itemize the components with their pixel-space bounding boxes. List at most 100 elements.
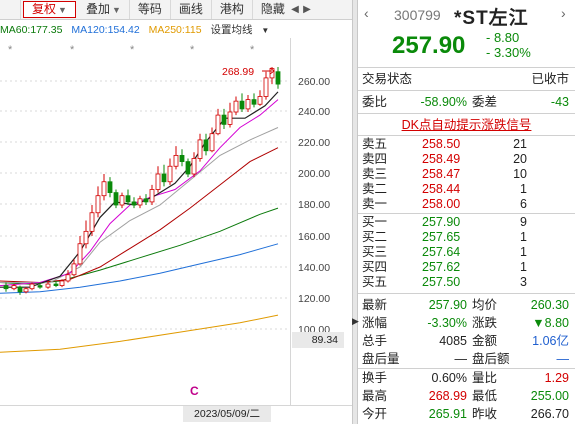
stat-value: 265.91: [428, 407, 467, 421]
ask-qty: 10: [513, 167, 527, 181]
candle-body: [71, 263, 77, 276]
ask-row[interactable]: 卖二 258.44 1: [358, 182, 575, 197]
stat-value: 1.29: [544, 371, 569, 385]
dk-signal-link[interactable]: DK点自动提示涨跌信号: [401, 118, 532, 132]
price-change: - 8.80 - 3.30%: [486, 30, 531, 60]
bid-row[interactable]: 买四 257.62 1: [358, 260, 575, 275]
stat-label: 涨跌: [472, 316, 498, 330]
fuquan-button[interactable]: 复权 ▼: [23, 1, 76, 18]
weibi-value: -58.90%: [420, 95, 467, 109]
star-mark: *: [190, 44, 195, 56]
chevron-down-icon: ▼: [111, 5, 121, 15]
dengma-button[interactable]: 等码: [130, 0, 171, 19]
ask-price: 258.49: [422, 152, 461, 166]
stat-label: 今开: [362, 407, 388, 421]
ask-level: 卖二: [362, 182, 388, 196]
y-tick: 200.00: [298, 168, 331, 180]
collapse-arrow-icon[interactable]: ▶: [352, 316, 359, 326]
ask-row[interactable]: 卖五 258.50 21: [358, 137, 575, 152]
stat-label: 最新: [362, 298, 388, 312]
status-value: 已收市: [531, 72, 569, 86]
stats-row: 换手 0.60% 量比 1.29: [358, 369, 575, 387]
ask-qty: 1: [520, 182, 527, 196]
bid-qty: 1: [520, 245, 527, 259]
panel-splitter[interactable]: ▶: [352, 0, 359, 424]
yincang-button[interactable]: 隐藏: [260, 2, 285, 16]
divider: [358, 90, 575, 91]
ma-legend: MA60:177.35 MA120:154.42 MA250:115 设置均线 …: [0, 22, 352, 38]
ma60-line: [0, 207, 279, 285]
bid-row[interactable]: 买五 257.50 3: [358, 275, 575, 290]
candle-body: [227, 111, 233, 125]
stock-code: 300799: [394, 7, 441, 23]
candle-body: [179, 155, 185, 163]
candle-body: [119, 195, 125, 206]
stats-row: 涨幅 -3.30% 涨跌 ▼8.80: [358, 314, 575, 332]
ask-level: 卖一: [362, 197, 388, 211]
event-marker[interactable]: C: [190, 384, 199, 398]
kline-chart[interactable]: 268.99: [0, 38, 350, 406]
chevron-down-icon: ▼: [261, 26, 270, 35]
candle-body: [11, 285, 17, 290]
ma5-line: [0, 91, 279, 288]
ma250-value: MA250:115: [148, 24, 202, 36]
bid-row[interactable]: 买三 257.64 1: [358, 245, 575, 260]
candle-body: [125, 195, 131, 203]
bid-price: 257.65: [422, 230, 461, 244]
candle-body: [239, 100, 245, 110]
candle-body: [143, 198, 149, 203]
candle-body: [89, 212, 95, 232]
candle-body: [113, 192, 119, 206]
ask-row[interactable]: 卖四 258.49 20: [358, 152, 575, 167]
stats-row: 最新 257.90 均价 260.30: [358, 296, 575, 314]
stat-label: 总手: [362, 334, 388, 348]
candle-body: [45, 283, 51, 288]
next-stock-icon[interactable]: ›: [561, 5, 566, 21]
candle-body: [191, 158, 197, 175]
ask-row[interactable]: 卖三 258.47 10: [358, 167, 575, 182]
stats-row: 总手 4085 金额 1.06亿: [358, 332, 575, 350]
ma-settings-button[interactable]: 设置均线 ▼: [210, 24, 275, 36]
huaxian-button[interactable]: 画线: [171, 0, 212, 19]
chevron-left-icon[interactable]: ◀: [291, 4, 299, 15]
bid-row[interactable]: 买一 257.90 9: [358, 215, 575, 230]
ask-level: 卖五: [362, 137, 388, 151]
candle-body: [167, 165, 173, 183]
diejia-button[interactable]: 叠加 ▼: [78, 0, 130, 19]
candle-body: [269, 68, 275, 79]
bid-qty: 1: [520, 260, 527, 274]
toolbar-empty-slot: [0, 0, 21, 19]
y-tick: 180.00: [298, 199, 331, 211]
stat-value: 268.99: [428, 389, 467, 403]
diejia-label: 叠加: [85, 2, 110, 16]
x-axis-line: [0, 405, 352, 406]
candle-body: [101, 181, 107, 197]
chevron-right-icon[interactable]: ▶: [303, 4, 311, 15]
stock-name: *ST左江: [454, 8, 529, 29]
candle-body: [83, 230, 89, 245]
y-tick: 260.00: [298, 76, 331, 88]
ma-settings-label: 设置均线: [210, 24, 253, 36]
bid-level: 买四: [362, 260, 388, 274]
candle-body: [263, 77, 269, 97]
ganggou-button[interactable]: 港构: [212, 0, 253, 19]
stat-label: 盘后量: [362, 352, 400, 366]
candle-body: [203, 139, 209, 152]
ask-row[interactable]: 卖一 258.00 6: [358, 197, 575, 212]
bid-row[interactable]: 买二 257.65 1: [358, 230, 575, 245]
prev-stock-icon[interactable]: ‹: [364, 5, 369, 21]
bid-price: 257.90: [422, 215, 461, 229]
candle-body: [17, 286, 23, 293]
stat-value: 1.06亿: [532, 334, 569, 348]
y-axis-separator: [290, 38, 291, 406]
candle-body: [161, 173, 167, 183]
star-mark: *: [250, 44, 255, 56]
candle-body: [221, 114, 227, 125]
toolbar-scroll: ◀ ▶: [289, 4, 313, 15]
stat-value: —: [454, 352, 468, 366]
ask-price: 258.47: [422, 167, 461, 181]
candle-body: [173, 155, 179, 167]
ask-price: 258.44: [422, 182, 461, 196]
candle-body: [131, 201, 137, 206]
change-amount: - 8.80: [486, 30, 520, 45]
